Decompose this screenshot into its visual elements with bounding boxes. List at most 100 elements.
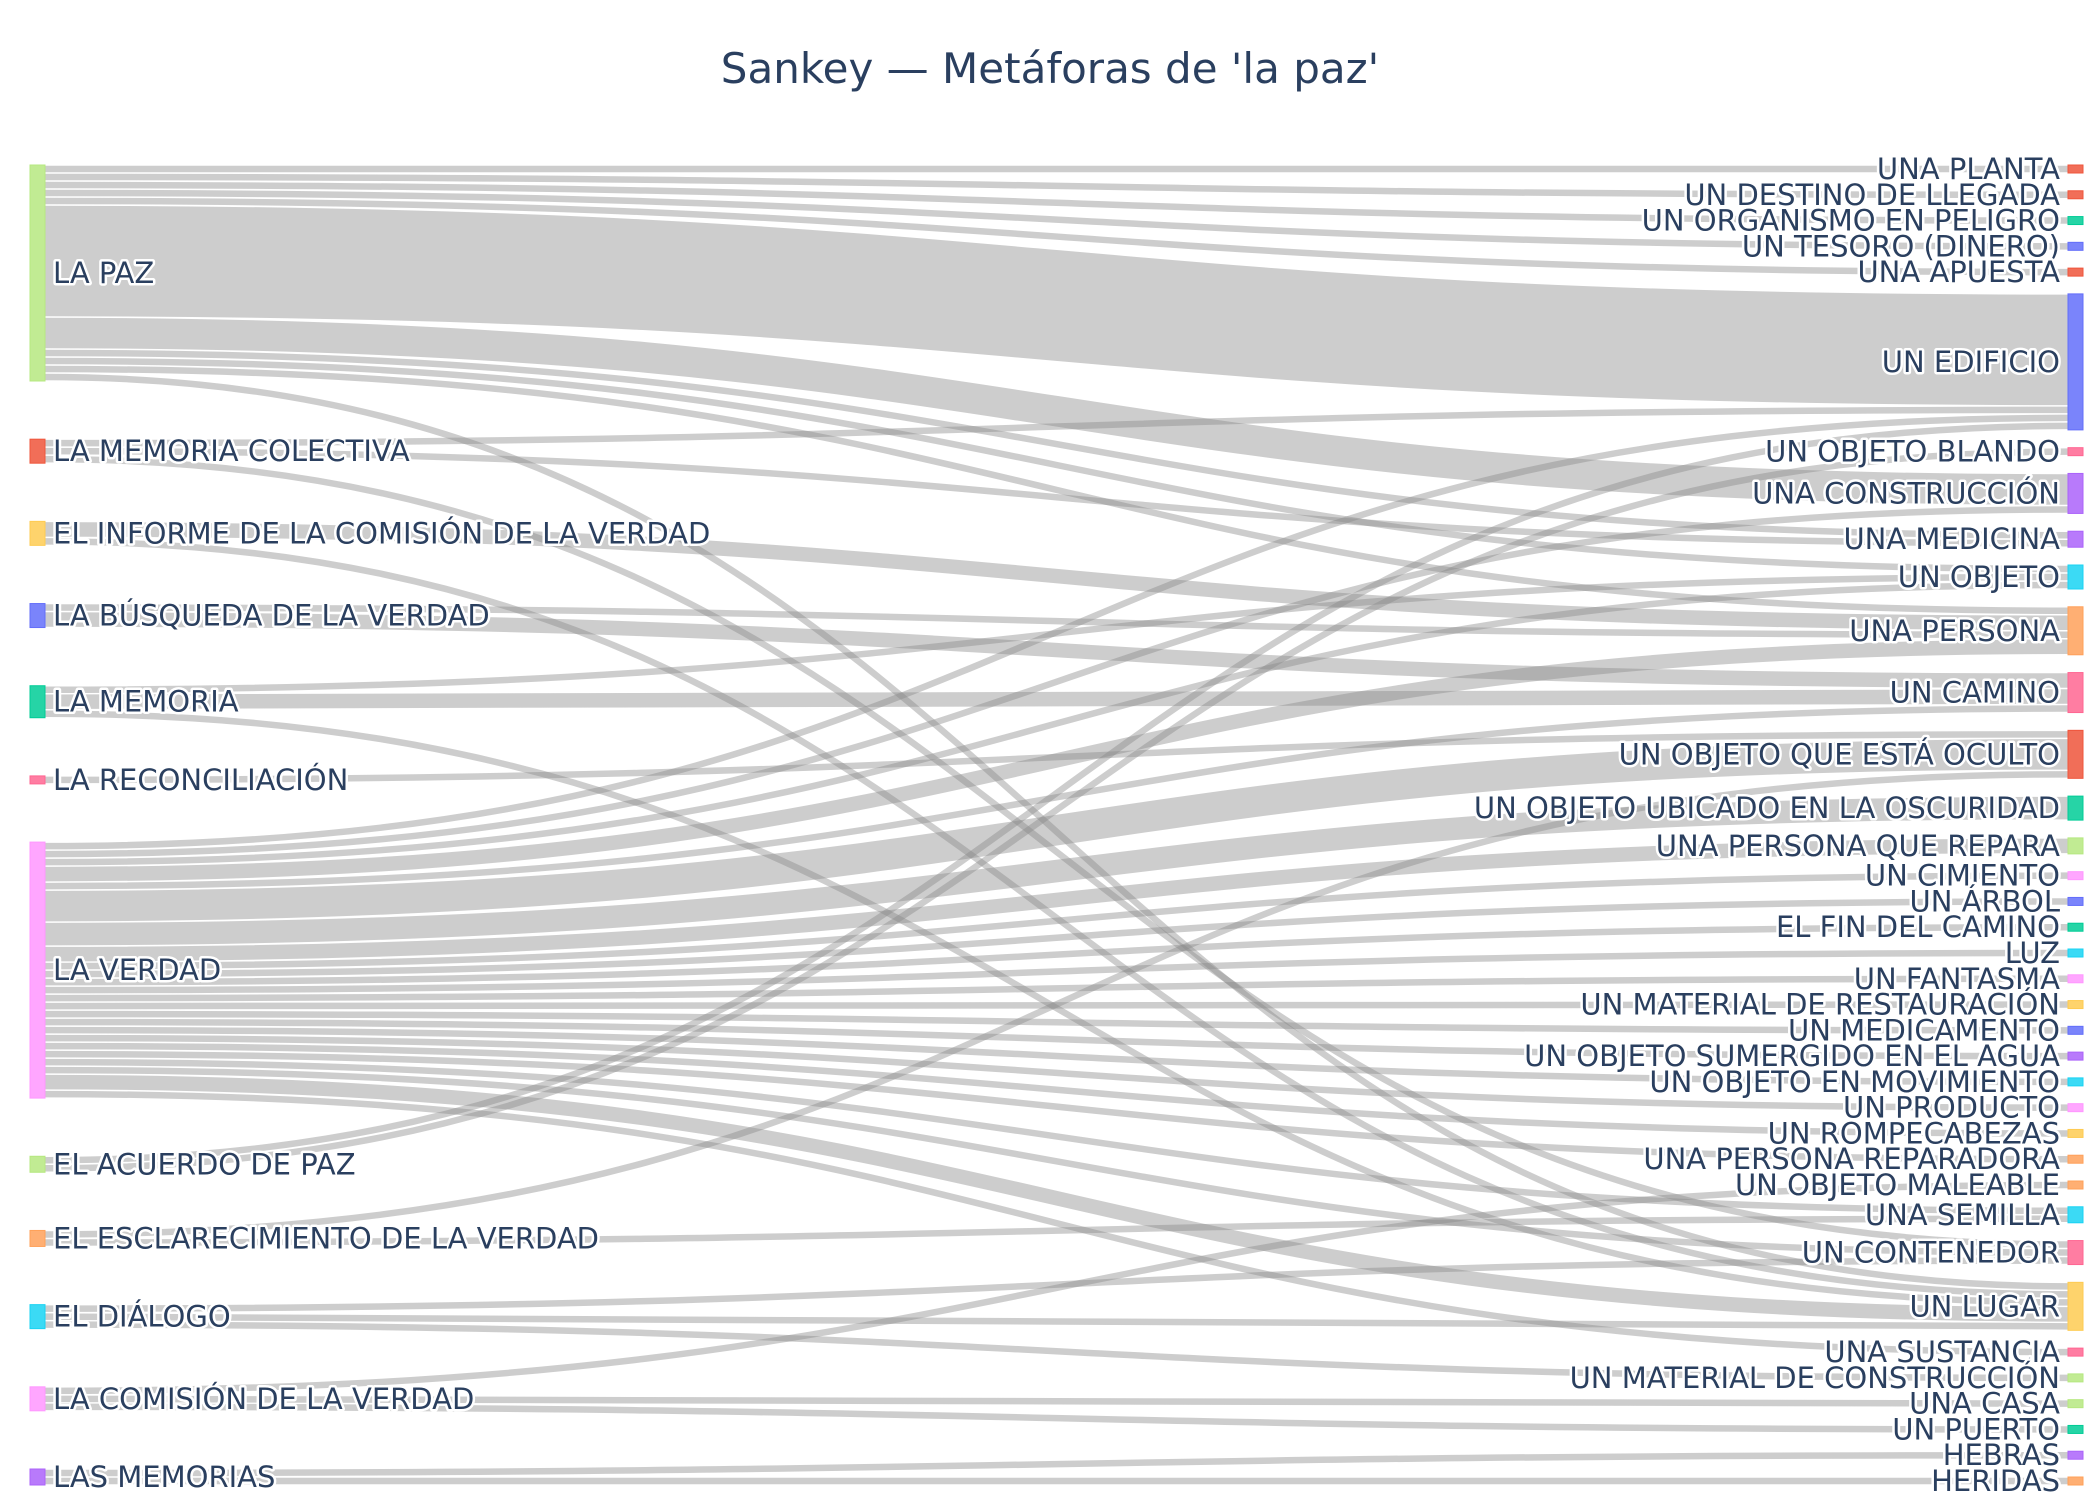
link-la-reconciliacion-to-un-objeto-que-esta-oculto[interactable] <box>44 731 2069 784</box>
link-la-memoria-to-un-objeto[interactable] <box>44 573 2069 693</box>
target-node-un-medicamento[interactable] <box>2067 1025 2084 1035</box>
link-el-acuerdo-de-paz-to-un-objeto-blando[interactable] <box>44 448 2069 1172</box>
link-la-paz-to-una-persona[interactable] <box>44 365 2069 615</box>
target-node-un-cimiento[interactable] <box>2067 871 2084 881</box>
target-node-un-material-de-restauracion[interactable] <box>2067 1000 2084 1010</box>
target-node-un-rompecabezas[interactable] <box>2067 1128 2084 1138</box>
source-node-el-dialogo[interactable] <box>29 1304 46 1330</box>
target-node-un-arbol[interactable] <box>2067 896 2084 906</box>
link-la-paz-to-una-apuesta[interactable] <box>44 197 2069 276</box>
source-node-el-acuerdo-de-paz[interactable] <box>29 1155 46 1173</box>
link-la-comision-de-la-verdad-to-un-objeto-maleable[interactable] <box>44 1181 2069 1395</box>
link-la-verdad-to-una-persona[interactable] <box>44 639 2069 882</box>
link-la-busqueda-de-la-verdad-to-un-camino[interactable] <box>44 612 2069 688</box>
link-la-paz-to-un-destino-de-llegada[interactable] <box>44 173 2069 199</box>
link-las-memorias-to-hebras[interactable] <box>44 1451 2069 1477</box>
target-node-una-casa[interactable] <box>2067 1399 2084 1409</box>
target-node-un-objeto-en-movimiento[interactable] <box>2067 1077 2084 1087</box>
link-la-verdad-to-un-producto[interactable] <box>44 1034 2069 1111</box>
target-node-una-planta[interactable] <box>2067 164 2084 174</box>
link-la-verdad-to-luz[interactable] <box>44 949 2069 994</box>
target-node-un-objeto-sumergido-en-el-agua[interactable] <box>2067 1051 2084 1061</box>
target-node-heridas[interactable] <box>2067 1476 2084 1486</box>
link-la-paz-to-un-organismo-en-peligro[interactable] <box>44 181 2069 224</box>
target-node-una-persona-que-repara[interactable] <box>2067 837 2084 855</box>
source-node-la-memoria-colectiva[interactable] <box>29 438 46 464</box>
link-la-verdad-to-un-objeto-en-movimiento[interactable] <box>44 1026 2069 1086</box>
link-la-verdad-to-un-fantasma[interactable] <box>44 975 2069 1002</box>
target-node-una-apuesta[interactable] <box>2067 267 2084 277</box>
link-la-comision-de-la-verdad-to-un-puerto[interactable] <box>44 1403 2069 1433</box>
link-la-verdad-to-un-cimiento[interactable] <box>44 872 2069 970</box>
target-node-un-lugar[interactable] <box>2067 1281 2084 1331</box>
target-node-un-contenedor[interactable] <box>2067 1240 2084 1266</box>
target-node-hebras[interactable] <box>2067 1450 2084 1460</box>
link-la-verdad-to-un-camino[interactable] <box>44 705 2069 890</box>
link-la-verdad-to-un-objeto-que-esta-oculto[interactable] <box>44 739 2069 922</box>
source-node-las-memorias[interactable] <box>29 1468 46 1486</box>
link-la-paz-to-un-objeto[interactable] <box>44 357 2069 573</box>
link-la-verdad-to-un-objeto[interactable] <box>44 581 2069 866</box>
link-la-comision-de-la-verdad-to-una-casa[interactable] <box>44 1395 2069 1407</box>
link-la-verdad-to-un-medicamento[interactable] <box>44 1010 2069 1034</box>
link-el-dialogo-to-un-contenedor[interactable] <box>44 1257 2069 1312</box>
link-la-verdad-to-una-persona-que-repara[interactable] <box>44 838 2069 962</box>
target-node-un-objeto-que-esta-oculto[interactable] <box>2067 729 2084 779</box>
link-la-memoria-colectiva-to-una-medicina[interactable] <box>44 447 2069 547</box>
source-node-la-verdad[interactable] <box>29 841 46 1099</box>
target-node-un-objeto-ubicado-en-la-oscuridad[interactable] <box>2067 795 2084 821</box>
link-la-memoria-to-un-camino[interactable] <box>44 689 2069 709</box>
link-la-paz-to-un-tesoro-dinero[interactable] <box>44 189 2069 250</box>
link-la-verdad-to-un-edificio[interactable] <box>44 414 2069 850</box>
target-node-una-sustancia[interactable] <box>2067 1347 2084 1357</box>
link-la-paz-to-una-medicina[interactable] <box>44 349 2069 539</box>
target-node-luz[interactable] <box>2067 948 2084 958</box>
target-node-un-puerto[interactable] <box>2067 1424 2084 1434</box>
target-node-un-tesoro-dinero[interactable] <box>2067 241 2084 251</box>
target-node-un-camino[interactable] <box>2067 672 2084 714</box>
link-la-verdad-to-un-material-de-restauracion[interactable] <box>44 1001 2069 1010</box>
source-node-el-informe-de-la-comision-de-la-verdad[interactable] <box>29 520 46 546</box>
target-node-una-medicina[interactable] <box>2067 530 2084 548</box>
source-node-la-busqueda-de-la-verdad[interactable] <box>29 603 46 629</box>
link-la-verdad-to-un-contenedor[interactable] <box>44 1066 2069 1256</box>
target-node-una-persona-reparadora[interactable] <box>2067 1154 2084 1164</box>
link-la-memoria-colectiva-to-un-contenedor[interactable] <box>44 455 2069 1248</box>
source-node-la-reconciliacion[interactable] <box>29 775 46 785</box>
source-node-la-paz[interactable] <box>29 164 46 382</box>
target-node-un-objeto-maleable[interactable] <box>2067 1180 2084 1190</box>
source-node-la-memoria[interactable] <box>29 685 46 719</box>
source-node-el-esclarecimiento-de-la-verdad[interactable] <box>29 1229 46 1247</box>
link-la-verdad-to-el-fin-del-camino[interactable] <box>44 923 2069 986</box>
target-node-un-objeto-blando[interactable] <box>2067 447 2084 457</box>
link-la-memoria-to-un-lugar[interactable] <box>44 710 2069 1306</box>
target-node-un-organismo-en-peligro[interactable] <box>2067 216 2084 226</box>
link-el-esclarecimiento-de-la-verdad-to-una-semilla[interactable] <box>44 1215 2069 1246</box>
link-la-verdad-to-una-sustancia[interactable] <box>44 1090 2069 1356</box>
link-la-verdad-to-una-persona-reparadora[interactable] <box>44 1050 2069 1163</box>
target-node-una-construccion[interactable] <box>2067 472 2084 514</box>
link-el-acuerdo-de-paz-to-un-edificio[interactable] <box>44 422 2069 1164</box>
target-node-el-fin-del-camino[interactable] <box>2067 922 2084 932</box>
link-el-esclarecimiento-de-la-verdad-to-un-objeto-que-esta-oculto[interactable] <box>44 771 2069 1238</box>
link-la-verdad-to-un-arbol[interactable] <box>44 898 2069 978</box>
target-node-un-fantasma[interactable] <box>2067 974 2084 984</box>
target-node-un-material-de-construccion[interactable] <box>2067 1373 2084 1383</box>
source-node-la-comision-de-la-verdad[interactable] <box>29 1386 46 1412</box>
target-node-una-semilla[interactable] <box>2067 1206 2084 1224</box>
target-node-un-destino-de-llegada[interactable] <box>2067 190 2084 200</box>
link-la-verdad-to-un-objeto-ubicado-en-la-oscuridad[interactable] <box>44 796 2069 946</box>
target-node-una-persona[interactable] <box>2067 606 2084 656</box>
link-la-verdad-to-un-objeto-sumergido-en-el-agua[interactable] <box>44 1018 2069 1060</box>
link-la-verdad-to-un-lugar[interactable] <box>44 1074 2069 1322</box>
link-el-informe-de-la-comision-de-la-verdad-to-una-persona[interactable] <box>44 522 2069 631</box>
link-el-informe-de-la-comision-de-la-verdad-to-un-lugar[interactable] <box>44 538 2069 1298</box>
target-node-un-producto[interactable] <box>2067 1103 2084 1113</box>
link-la-paz-to-un-lugar[interactable] <box>44 373 2069 1290</box>
link-el-dialogo-to-un-lugar[interactable] <box>44 1313 2069 1330</box>
link-la-verdad-to-un-rompecabezas[interactable] <box>44 1042 2069 1137</box>
link-la-paz-to-una-construccion[interactable] <box>44 317 2069 505</box>
target-node-un-objeto[interactable] <box>2067 564 2084 590</box>
link-la-memoria-colectiva-to-un-edificio[interactable] <box>44 406 2069 447</box>
link-la-paz-to-un-edificio[interactable] <box>44 205 2069 406</box>
